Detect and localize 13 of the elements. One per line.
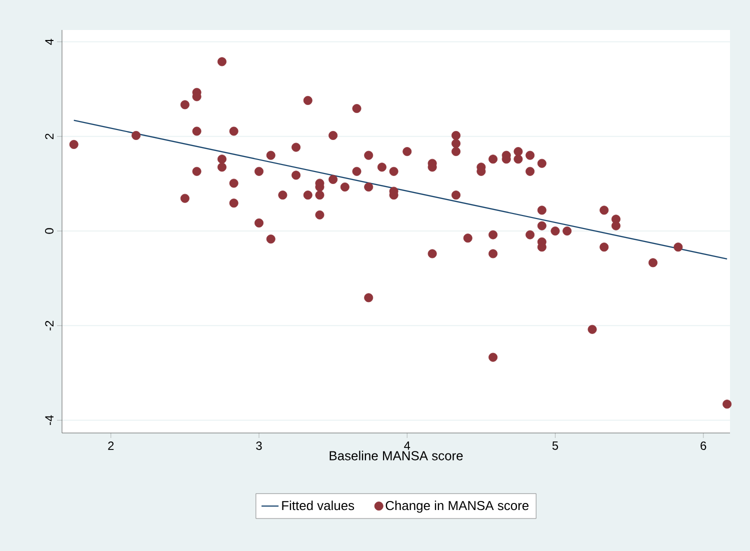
x-tick-label: 5 bbox=[552, 442, 558, 450]
x-axis-title: Baseline MANSA score bbox=[330, 450, 463, 460]
x-tick-label: 3 bbox=[256, 442, 262, 450]
x-tick-label: 4 bbox=[404, 442, 410, 450]
legend-label: Fitted values bbox=[282, 500, 354, 510]
x-tick-label: 6 bbox=[700, 442, 706, 450]
y-tick-label: 4 bbox=[45, 38, 54, 45]
y-tick-label: -2 bbox=[45, 320, 54, 330]
y-tick-label: -4 bbox=[45, 415, 54, 425]
x-tick-label: 2 bbox=[108, 442, 114, 450]
y-tick-label: 2 bbox=[45, 134, 54, 140]
y-tick-label: 0 bbox=[45, 228, 54, 234]
legend-label: Change in MANSA score bbox=[386, 500, 528, 513]
